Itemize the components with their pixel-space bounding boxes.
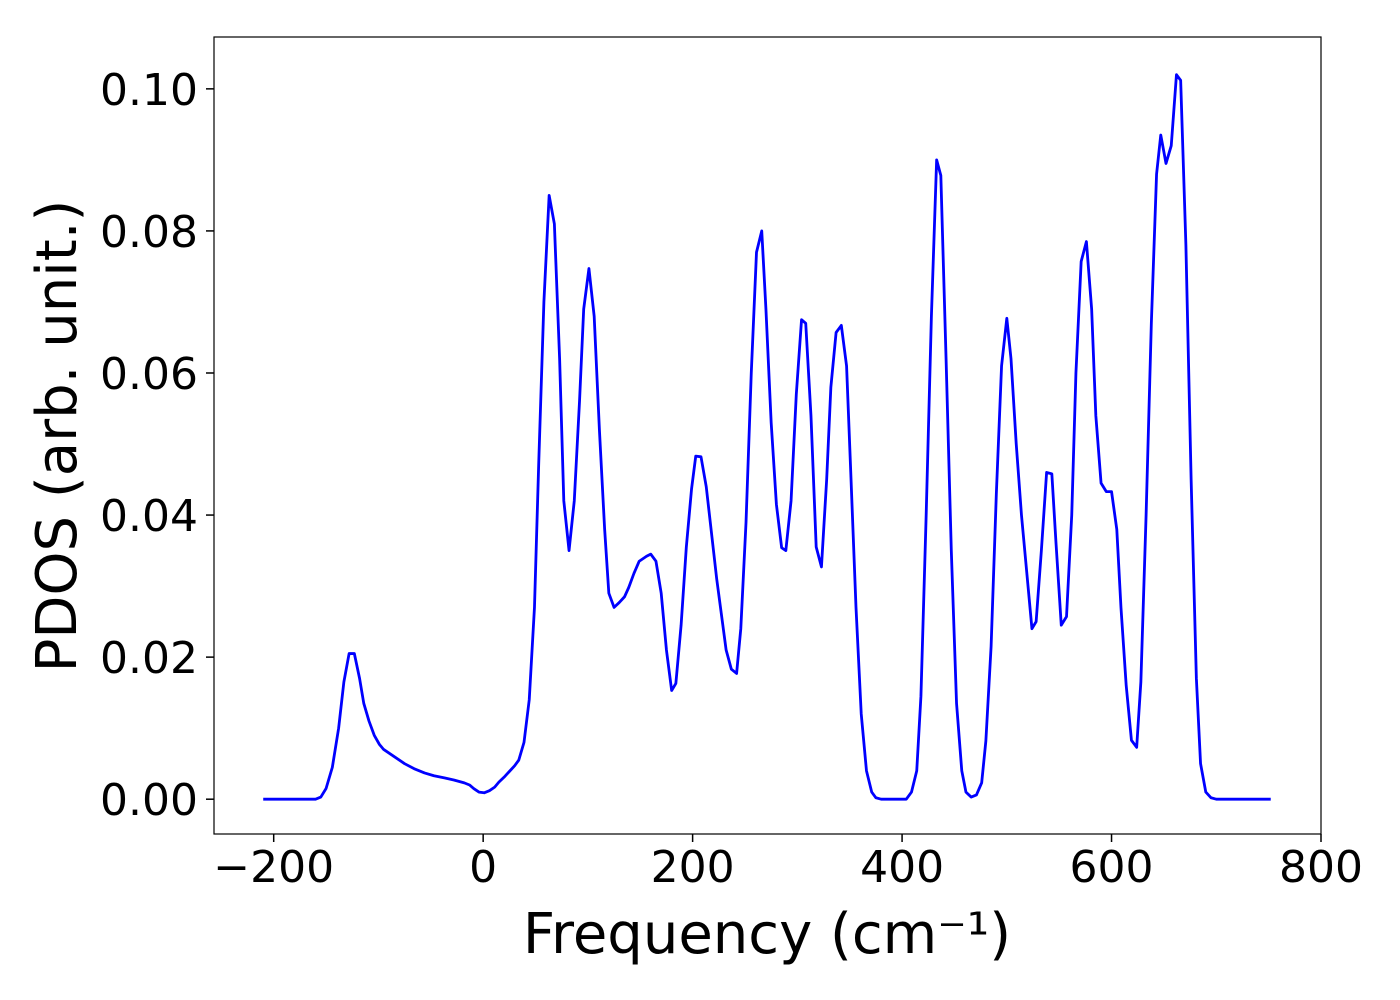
x-tick-label: −200 <box>213 842 334 893</box>
data-line <box>263 73 1271 801</box>
y-tick-label: 0.08 <box>100 207 198 258</box>
x-tick-label: 0 <box>469 842 497 893</box>
x-tick-label: 800 <box>1279 842 1363 893</box>
y-axis-label: PDOS (arb. unit.) <box>25 200 90 673</box>
y-tick-label: 0.00 <box>100 775 198 826</box>
x-tick-label: 400 <box>860 842 944 893</box>
y-tick-label: 0.06 <box>100 349 198 400</box>
y-tick-label: 0.04 <box>100 491 198 542</box>
y-tick-label: 0.02 <box>100 633 198 684</box>
x-tick-label: 200 <box>651 842 735 893</box>
x-axis-label: Frequency (cm⁻¹) <box>523 902 1011 967</box>
y-tick-label: 0.10 <box>100 65 198 116</box>
x-tick-label: 600 <box>1070 842 1154 893</box>
plot-frame <box>213 36 1322 835</box>
